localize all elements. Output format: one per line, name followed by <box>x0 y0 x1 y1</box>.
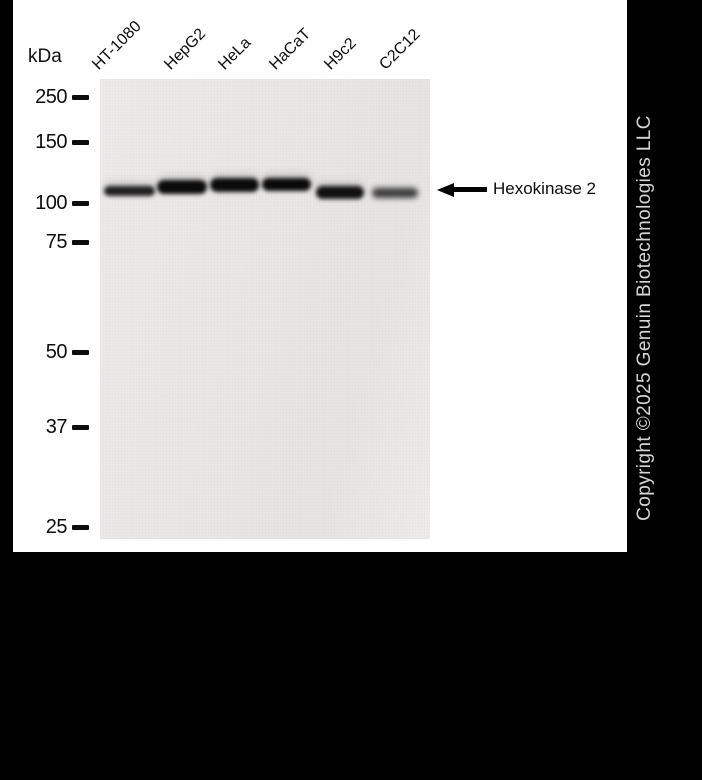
marker-row-50: 50 <box>0 340 89 364</box>
marker-tick <box>72 200 89 206</box>
marker-row-250: 250 <box>0 85 89 109</box>
marker-tick <box>72 424 89 430</box>
marker-row-25: 25 <box>0 515 89 539</box>
marker-tick <box>72 139 89 145</box>
left-arrow-icon <box>437 183 454 197</box>
marker-label: 100 <box>35 191 67 214</box>
marker-label: 75 <box>45 230 68 253</box>
marker-tick <box>72 94 89 100</box>
marker-tick <box>72 349 89 355</box>
marker-label: 37 <box>45 415 68 438</box>
kda-unit-label: kDa <box>28 46 62 67</box>
marker-row-37: 37 <box>0 415 89 439</box>
marker-row-75: 75 <box>0 230 89 254</box>
target-protein-label: Hexokinase 2 <box>493 179 597 198</box>
marker-label: 250 <box>35 85 67 108</box>
band-hacat <box>262 178 311 191</box>
band-hepg2 <box>157 180 207 194</box>
marker-row-150: 150 <box>0 130 89 154</box>
marker-label: 25 <box>45 515 68 538</box>
marker-label: 50 <box>45 340 68 363</box>
copyright-watermark: Copyright ©2025 Genuin Biotechnologies L… <box>634 115 655 521</box>
blot-image <box>100 79 430 539</box>
marker-tick <box>72 239 89 245</box>
band-h9c2 <box>316 186 364 199</box>
marker-tick <box>72 524 89 530</box>
arrow-shaft <box>451 187 487 192</box>
band-c2c12 <box>372 188 418 198</box>
band-ht-1080 <box>104 186 155 196</box>
marker-label: 150 <box>35 130 67 153</box>
marker-row-100: 100 <box>0 191 89 215</box>
band-hela <box>210 178 259 192</box>
